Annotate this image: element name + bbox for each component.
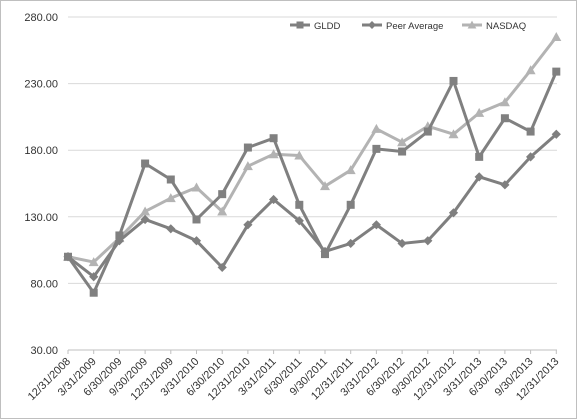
data-point-peer-average (397, 238, 407, 249)
y-tick-label: 80.00 (30, 278, 58, 290)
data-point-nasdaq (551, 31, 562, 41)
data-point-gldd (269, 134, 278, 143)
data-point-peer-average (243, 220, 253, 230)
data-point-nasdaq (191, 182, 202, 192)
data-point-peer-average (526, 152, 536, 162)
data-point-gldd (192, 215, 201, 224)
data-point-gldd (243, 143, 252, 152)
data-point-nasdaq (397, 137, 408, 147)
data-point-gldd (423, 127, 432, 136)
data-point-peer-average (423, 236, 433, 246)
data-point-gldd (166, 175, 175, 184)
data-point-peer-average (89, 272, 99, 282)
series-peer-average (63, 129, 561, 282)
data-point-peer-average (371, 220, 381, 230)
legend-item-peer-average: Peer Average (362, 20, 443, 32)
data-point-nasdaq (88, 257, 99, 267)
y-tick-label: 280.00 (24, 12, 58, 24)
data-point-nasdaq (499, 97, 510, 107)
data-point-peer-average (346, 238, 356, 249)
data-point-nasdaq (268, 149, 279, 159)
data-point-peer-average (191, 236, 202, 246)
data-point-peer-average (448, 208, 459, 218)
data-point-nasdaq (217, 206, 228, 216)
series-line-gldd (66, 71, 558, 295)
data-point-gldd (500, 114, 509, 123)
data-point-nasdaq (474, 107, 485, 117)
legend-marker (467, 20, 477, 29)
data-point-gldd (89, 288, 98, 297)
series (63, 31, 562, 297)
data-point-peer-average (269, 194, 279, 205)
series-gldd (64, 67, 561, 297)
data-point-peer-average (217, 262, 227, 273)
legend-marker (296, 21, 304, 29)
legend-label: NASDAQ (486, 21, 526, 32)
data-point-nasdaq (371, 123, 382, 133)
data-point-nasdaq (525, 65, 536, 75)
data-point-peer-average (500, 180, 510, 190)
legend: GLDD Peer Average NASDAQ (290, 20, 526, 32)
axes: 30.0080.00130.00180.00230.00280.0012/31/… (24, 12, 561, 403)
legend-item-nasdaq: NASDAQ (462, 20, 526, 32)
data-point-peer-average (294, 216, 304, 226)
y-tick-label: 130.00 (24, 212, 58, 224)
data-point-gldd (552, 67, 561, 76)
y-tick-label: 230.00 (24, 79, 58, 91)
y-tick-label: 30.00 (30, 345, 58, 357)
data-point-gldd (398, 147, 407, 156)
data-point-gldd (64, 252, 72, 261)
series-line-peer-average (67, 133, 558, 279)
data-point-gldd (115, 231, 124, 240)
data-point-peer-average (551, 129, 561, 139)
legend-label: Peer Average (386, 21, 443, 32)
data-point-nasdaq (448, 129, 459, 139)
data-point-gldd (372, 144, 381, 153)
data-point-peer-average (140, 214, 150, 225)
legend-label: GLDD (314, 21, 341, 32)
legend-item-gldd: GLDD (290, 21, 341, 32)
data-point-gldd (321, 250, 329, 259)
data-point-peer-average (474, 172, 484, 182)
data-point-nasdaq (294, 150, 305, 160)
data-point-gldd (141, 159, 150, 168)
data-point-gldd (475, 152, 484, 161)
data-point-gldd (346, 200, 355, 209)
data-point-nasdaq (320, 181, 330, 191)
data-point-nasdaq (242, 161, 253, 171)
data-point-nasdaq (140, 206, 151, 216)
data-point-nasdaq (345, 165, 356, 175)
data-point-nasdaq (165, 193, 176, 203)
data-point-peer-average (166, 224, 176, 234)
data-point-gldd (526, 127, 535, 136)
data-point-gldd (218, 190, 227, 199)
y-tick-label: 180.00 (24, 145, 58, 157)
data-point-gldd (295, 200, 304, 209)
gridlines (68, 16, 557, 351)
legend-marker (367, 20, 377, 30)
data-point-gldd (449, 76, 458, 85)
